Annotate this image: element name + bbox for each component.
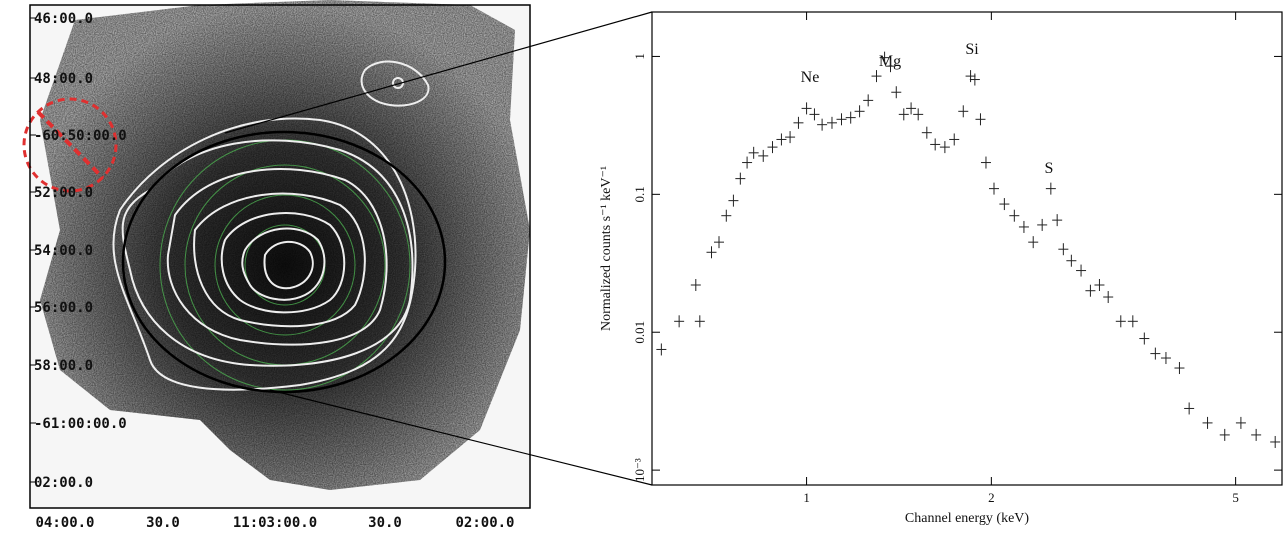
- data-point: [891, 86, 902, 99]
- y-tick-label: 0.1: [632, 186, 647, 202]
- data-point: [898, 108, 909, 121]
- data-point: [785, 131, 796, 144]
- data-point: [1037, 218, 1048, 231]
- y-coord-label: 54:00.0: [34, 243, 93, 259]
- data-point: [721, 209, 732, 222]
- data-point: [1184, 402, 1195, 415]
- data-point: [793, 116, 804, 129]
- sky-image: [22, 0, 531, 509]
- data-point: [930, 138, 941, 151]
- x-coord-label: 11:03:00.0: [233, 515, 317, 531]
- data-point: [748, 146, 759, 159]
- data-point: [742, 156, 753, 169]
- x-coord-label: 30.0: [146, 515, 180, 531]
- data-point: [949, 133, 960, 146]
- data-point: [999, 198, 1010, 211]
- data-point: [758, 149, 769, 162]
- data-point: [767, 141, 778, 154]
- data-point: [1103, 291, 1114, 304]
- data-point: [1251, 428, 1262, 441]
- x-coord-label: 30.0: [368, 515, 402, 531]
- data-point: [969, 73, 980, 86]
- data-point: [1094, 279, 1105, 292]
- data-point: [674, 315, 685, 328]
- data-point: [854, 105, 865, 118]
- x-tick-label: 1: [803, 490, 810, 505]
- data-point: [1045, 182, 1056, 195]
- y-coord-label: 02:00.0: [34, 475, 93, 491]
- x-tick-label: 5: [1232, 490, 1239, 505]
- data-point: [801, 102, 812, 115]
- x-axis-label: Channel energy (keV): [905, 511, 1029, 526]
- x-tick-label: 2: [988, 490, 995, 505]
- line-annotation: S: [1045, 160, 1054, 177]
- zoom-lines: [224, 11, 653, 486]
- data-point: [885, 60, 896, 73]
- data-point: [1058, 243, 1069, 256]
- data-point: [694, 315, 705, 328]
- data-point: [1066, 254, 1077, 267]
- data-point: [989, 182, 1000, 195]
- y-tick-label: 10⁻³: [632, 458, 647, 482]
- x-coord-label: 04:00.0: [35, 515, 94, 531]
- data-point: [656, 343, 667, 356]
- data-point: [1076, 264, 1087, 277]
- data-point: [1009, 209, 1020, 222]
- line-annotation: Si: [965, 41, 979, 58]
- y-coord-label: 46:00.0: [34, 11, 93, 27]
- data-point: [913, 108, 924, 121]
- data-point: [706, 246, 717, 259]
- data-point: [958, 105, 969, 118]
- data-point: [776, 133, 787, 146]
- data-point: [871, 70, 882, 83]
- data-point: [1052, 214, 1063, 227]
- y-coord-label: 58:00.0: [34, 358, 93, 374]
- y-tick-label: 1: [632, 53, 647, 60]
- data-point: [939, 141, 950, 154]
- data-point: [826, 116, 837, 129]
- line-annotation: Ne: [801, 69, 820, 86]
- data-point: [713, 236, 724, 249]
- data-point: [980, 156, 991, 169]
- data-point: [728, 194, 739, 207]
- data-point: [921, 126, 932, 139]
- y-coord-label: -61:00:00.0: [34, 416, 127, 432]
- y-coord-label: 56:00.0: [34, 300, 93, 316]
- data-point: [1115, 315, 1126, 328]
- data-point: [1174, 362, 1185, 375]
- data-point: [845, 111, 856, 124]
- data-point: [1127, 315, 1138, 328]
- data-point: [1235, 416, 1246, 429]
- y-tick-label: 0.01: [632, 321, 647, 344]
- data-point: [1085, 284, 1096, 297]
- y-coord-label: -60:50:00.0: [34, 128, 127, 144]
- data-point: [809, 108, 820, 121]
- data-point: [975, 113, 986, 126]
- plot-frame: [651, 11, 1283, 486]
- y-axis-label: Normalized counts s⁻¹ keV⁻¹: [599, 166, 614, 331]
- data-point: [690, 279, 701, 292]
- data-point: [965, 70, 976, 83]
- data-point: [1028, 236, 1039, 249]
- data-point: [879, 51, 890, 64]
- y-coord-label: 52:00.0: [34, 185, 93, 201]
- data-point: [1219, 428, 1230, 441]
- data-point: [735, 172, 746, 185]
- data-point: [836, 113, 847, 126]
- y-coord-label: 48:00.0: [34, 71, 93, 87]
- data-point: [1150, 347, 1161, 360]
- data-point: [1270, 435, 1281, 448]
- data-point: [1202, 416, 1213, 429]
- data-point: [817, 118, 828, 131]
- data-point: [1018, 220, 1029, 233]
- data-point: [863, 94, 874, 107]
- x-coord-label: 02:00.0: [455, 515, 514, 531]
- data-point: [1139, 332, 1150, 345]
- data-point: [1160, 352, 1171, 365]
- data-point: [906, 102, 917, 115]
